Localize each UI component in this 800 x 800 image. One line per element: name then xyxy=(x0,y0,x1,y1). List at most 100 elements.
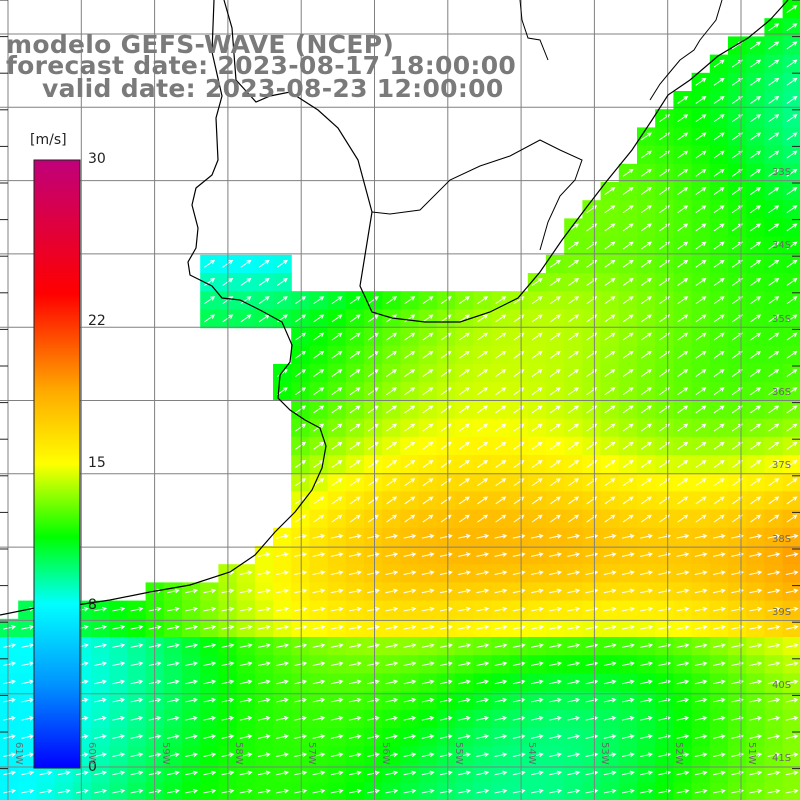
lon-label: 58W xyxy=(232,742,244,765)
wind-arrow xyxy=(385,679,399,685)
wind-arrow xyxy=(367,405,379,414)
wind-arrow xyxy=(676,752,690,758)
wind-arrow xyxy=(494,643,508,648)
wind-arrow xyxy=(403,588,417,594)
wind-arrow xyxy=(785,734,799,739)
wind-arrow xyxy=(694,625,708,630)
wind-arrow xyxy=(166,770,180,776)
wind-arrow xyxy=(785,570,799,576)
wind-arrow xyxy=(749,643,763,648)
wind-arrow xyxy=(694,716,708,721)
wind-arrow xyxy=(494,588,508,594)
wind-arrow xyxy=(403,734,417,739)
wind-arrow xyxy=(203,770,217,776)
wind-arrow xyxy=(767,606,781,612)
wind-arrow xyxy=(512,552,526,557)
wind-arrow xyxy=(530,643,544,648)
wind-arrow xyxy=(786,296,798,305)
wind-arrow xyxy=(348,534,362,539)
wind-arrow xyxy=(786,187,798,195)
wind-arrow xyxy=(3,752,16,758)
wind-arrow xyxy=(621,752,635,758)
wind-arrow xyxy=(404,496,416,505)
wind-arrow xyxy=(294,534,308,539)
wind-arrow xyxy=(604,259,616,268)
wind-arrow xyxy=(568,423,580,432)
wind-arrow xyxy=(694,734,708,739)
wind-arrow xyxy=(568,350,580,359)
wind-arrow xyxy=(694,697,708,703)
wind-arrow xyxy=(349,460,361,468)
wind-arrow xyxy=(785,552,799,557)
wind-arrow xyxy=(439,625,453,630)
lat-label: 33S xyxy=(772,167,792,178)
colorbar-tick-label: 22 xyxy=(88,313,106,330)
wind-arrow xyxy=(422,478,434,487)
wind-arrow xyxy=(458,460,470,468)
wind-arrow xyxy=(750,405,762,414)
wind-arrow xyxy=(512,606,526,612)
wind-arrow xyxy=(549,679,562,685)
wind-arrow xyxy=(439,734,453,739)
wind-arrow xyxy=(330,788,344,794)
wind-arrow xyxy=(21,697,35,703)
wind-arrow xyxy=(750,296,762,305)
wind-arrow xyxy=(531,278,543,286)
wind-arrow xyxy=(768,514,780,523)
wind-arrow xyxy=(257,625,271,630)
wind-arrow xyxy=(622,496,634,505)
wind-arrow xyxy=(421,734,435,739)
wind-arrow xyxy=(713,405,725,414)
wind-arrow xyxy=(640,241,652,250)
wind-arrow xyxy=(240,259,252,268)
lat-label: 37S xyxy=(772,460,792,472)
wind-arrow xyxy=(495,296,507,305)
wind-arrow xyxy=(386,478,398,487)
wind-arrow xyxy=(694,552,708,557)
wind-arrow xyxy=(422,441,434,450)
wind-arrow xyxy=(439,679,453,685)
wind-arrow xyxy=(477,478,489,487)
wind-arrow xyxy=(294,643,308,648)
wind-arrow xyxy=(257,661,271,667)
wind-arrow xyxy=(421,606,435,612)
wind-arrow xyxy=(622,423,634,432)
wind-arrow xyxy=(567,716,581,721)
wind-arrow xyxy=(549,405,561,414)
wind-arrow xyxy=(313,441,325,450)
wind-arrow xyxy=(257,570,271,576)
wind-arrow xyxy=(768,369,780,377)
wind-arrow xyxy=(276,625,289,630)
wind-arrow xyxy=(239,606,253,612)
wind-arrow xyxy=(750,223,762,232)
wind-arrow xyxy=(676,661,690,667)
wind-arrow xyxy=(604,369,616,377)
wind-arrow xyxy=(677,296,689,305)
wind-arrow xyxy=(203,588,217,594)
wind-arrow xyxy=(421,770,435,776)
lon-label: 56W xyxy=(379,742,391,765)
wind-arrow xyxy=(568,332,580,341)
wind-arrow xyxy=(39,770,53,776)
wind-arrow xyxy=(294,679,308,685)
wind-arrow xyxy=(749,588,763,594)
wind-arrow xyxy=(531,514,543,523)
wind-arrow xyxy=(512,679,526,685)
wind-arrow xyxy=(330,643,344,648)
wind-arrow xyxy=(786,514,798,523)
wind-arrow xyxy=(640,606,653,612)
wind-arrow xyxy=(404,441,416,450)
wind-arrow xyxy=(768,496,780,505)
wind-arrow xyxy=(567,788,581,794)
wind-arrow xyxy=(567,734,581,739)
wind-arrow xyxy=(331,314,343,323)
wind-arrow xyxy=(749,552,763,557)
wind-arrow xyxy=(712,770,726,776)
wind-arrow xyxy=(785,679,799,685)
wind-arrow xyxy=(695,514,707,523)
wind-arrow xyxy=(530,552,544,557)
wind-arrow xyxy=(603,788,617,794)
wind-arrow xyxy=(367,734,380,739)
coastline xyxy=(0,0,789,616)
wind-arrow xyxy=(640,643,653,648)
